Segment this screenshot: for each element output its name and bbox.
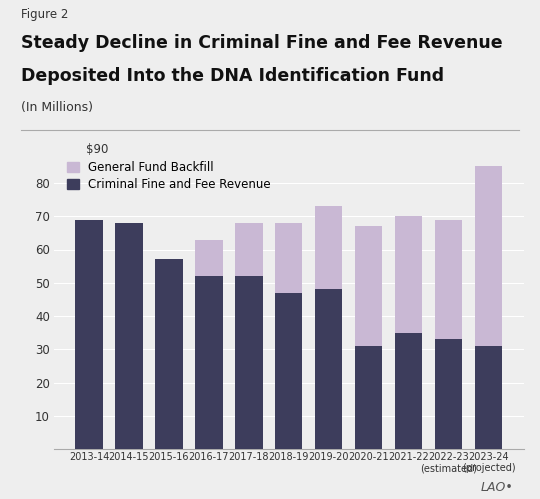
Bar: [195, 276, 222, 449]
Bar: [275, 293, 302, 449]
Bar: [156, 259, 183, 449]
Bar: [315, 289, 342, 449]
Legend: General Fund Backfill, Criminal Fine and Fee Revenue: General Fund Backfill, Criminal Fine and…: [65, 159, 273, 194]
Bar: [275, 223, 302, 293]
Text: Deposited Into the DNA Identification Fund: Deposited Into the DNA Identification Fu…: [21, 67, 444, 85]
Bar: [195, 240, 222, 276]
Text: Figure 2: Figure 2: [21, 7, 69, 20]
Bar: [395, 333, 422, 449]
Bar: [235, 276, 262, 449]
Text: LAO•: LAO•: [480, 481, 513, 494]
Bar: [315, 206, 342, 289]
Bar: [76, 220, 103, 449]
Bar: [355, 346, 382, 449]
Bar: [435, 220, 462, 339]
Bar: [235, 223, 262, 276]
Bar: [435, 339, 462, 449]
Bar: [475, 166, 502, 346]
Bar: [475, 346, 502, 449]
Text: (In Millions): (In Millions): [21, 101, 93, 114]
Text: Steady Decline in Criminal Fine and Fee Revenue: Steady Decline in Criminal Fine and Fee …: [21, 33, 503, 51]
Bar: [355, 226, 382, 346]
Text: $90: $90: [86, 143, 109, 156]
Bar: [395, 216, 422, 333]
Bar: [116, 223, 143, 449]
